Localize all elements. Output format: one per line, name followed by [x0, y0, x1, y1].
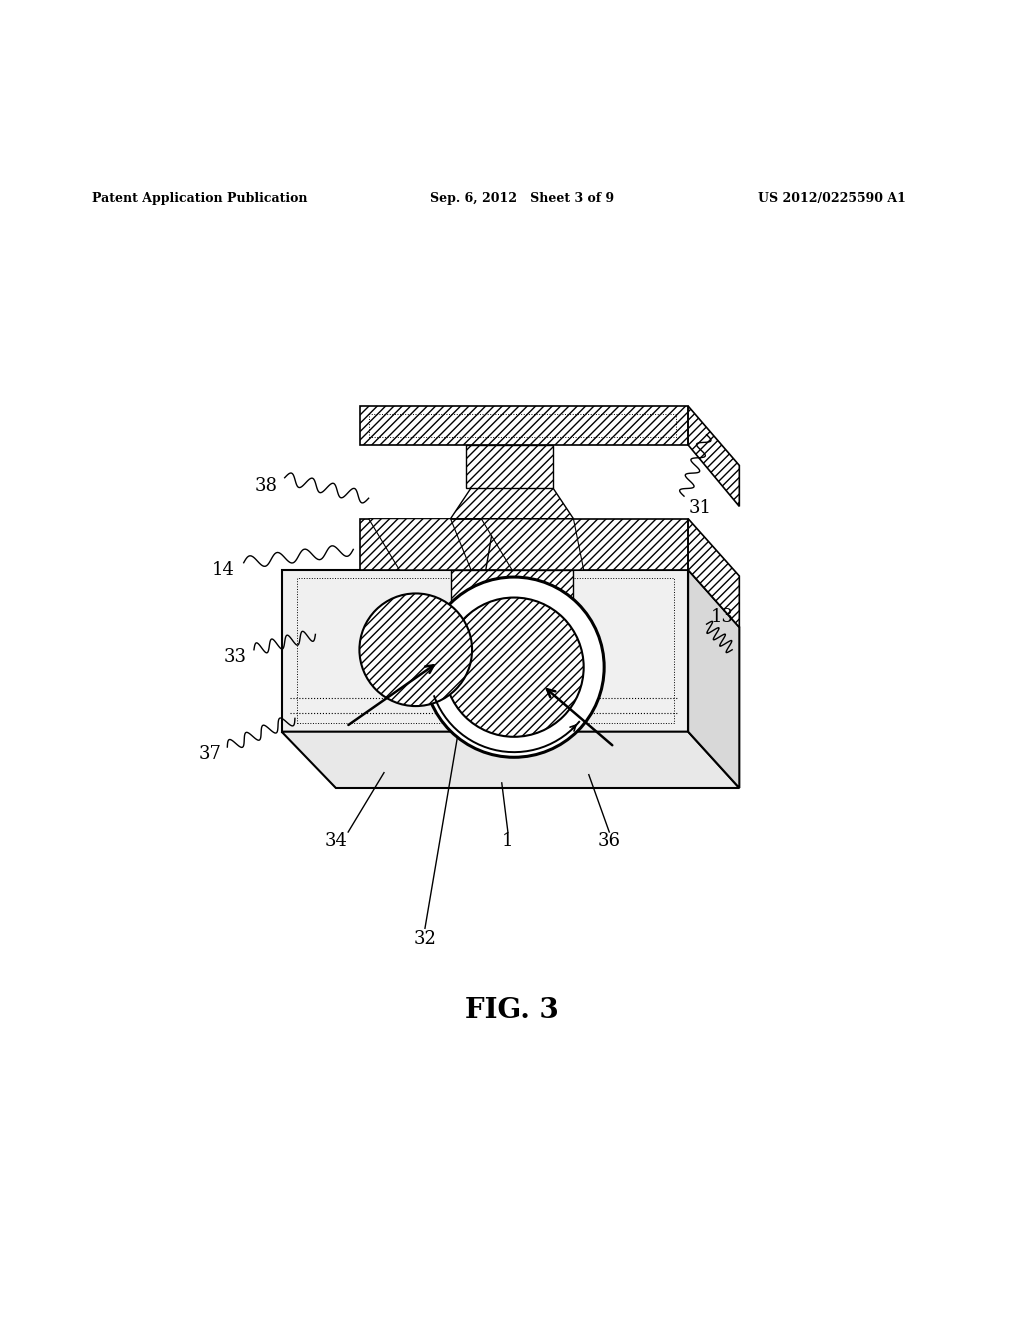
Polygon shape: [451, 488, 573, 519]
Text: Patent Application Publication: Patent Application Publication: [92, 191, 307, 205]
Text: 31: 31: [688, 499, 711, 517]
Text: 36: 36: [598, 832, 621, 850]
Text: 13: 13: [711, 609, 733, 626]
Circle shape: [424, 577, 604, 758]
Text: US 2012/0225590 A1: US 2012/0225590 A1: [758, 191, 905, 205]
Polygon shape: [360, 407, 688, 445]
Polygon shape: [481, 519, 584, 570]
Polygon shape: [688, 407, 739, 507]
Text: 33: 33: [224, 648, 247, 665]
Text: 14: 14: [212, 561, 234, 579]
Text: 38: 38: [255, 477, 278, 495]
Circle shape: [444, 598, 584, 737]
Text: 34: 34: [325, 832, 347, 850]
Polygon shape: [451, 570, 573, 614]
Text: FIG. 3: FIG. 3: [465, 997, 559, 1024]
Polygon shape: [282, 570, 688, 731]
Polygon shape: [282, 731, 739, 788]
Text: Sep. 6, 2012   Sheet 3 of 9: Sep. 6, 2012 Sheet 3 of 9: [430, 191, 614, 205]
Polygon shape: [369, 519, 471, 570]
Text: 1: 1: [502, 832, 514, 850]
Circle shape: [359, 594, 472, 706]
Polygon shape: [466, 445, 553, 488]
Polygon shape: [360, 519, 688, 570]
Polygon shape: [688, 570, 739, 788]
Polygon shape: [688, 519, 739, 627]
Text: 32: 32: [414, 929, 436, 948]
Text: 37: 37: [199, 746, 221, 763]
